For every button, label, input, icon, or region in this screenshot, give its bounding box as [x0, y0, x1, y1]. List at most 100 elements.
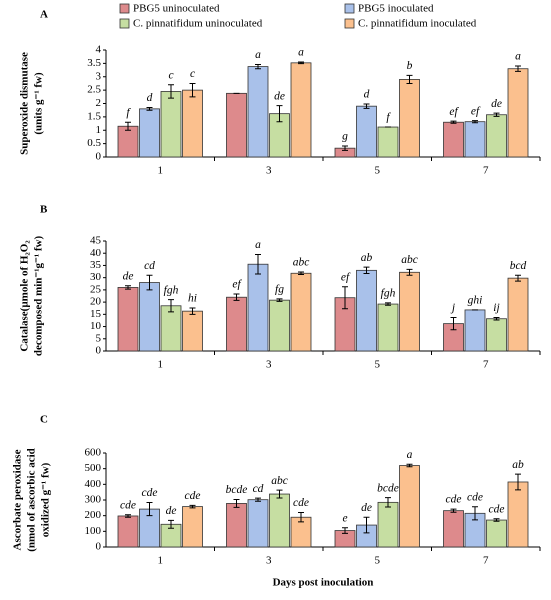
y-axis-title: (units g⁻¹ fw) — [33, 72, 45, 135]
y-tick-label: 600 — [85, 447, 102, 459]
y-tick-label: 200 — [85, 509, 102, 521]
bar — [290, 62, 312, 158]
significance-letter: f — [126, 107, 131, 119]
y-tick-label: 35 — [90, 259, 102, 271]
x-tick-label: 7 — [483, 359, 489, 371]
significance-letter: d — [364, 89, 370, 101]
error-bar — [493, 518, 500, 522]
bar — [247, 66, 269, 158]
bar — [464, 309, 486, 352]
bar — [399, 465, 420, 548]
error-bar — [363, 266, 370, 275]
significance-letter: b — [407, 60, 413, 72]
y-tick-label: 100 — [85, 525, 102, 537]
significance-letter: e — [342, 512, 347, 524]
error-bar — [146, 274, 153, 291]
error-bar — [298, 61, 304, 65]
legend-swatch — [344, 3, 355, 14]
significance-letter: cde — [446, 494, 462, 506]
significance-letter: fgh — [381, 287, 396, 299]
significance-letter: f — [386, 112, 391, 124]
y-axis-title: Superoxide dismutase — [19, 52, 31, 155]
significance-letter: ab — [512, 459, 524, 471]
significance-letter: cde — [489, 503, 505, 515]
significance-letter: ab — [361, 252, 373, 264]
error-bar — [189, 307, 196, 315]
significance-letter: ghi — [468, 295, 483, 307]
y-tick-label: 4 — [96, 44, 102, 56]
error-bar — [493, 317, 500, 321]
bar — [117, 515, 139, 548]
bar — [356, 105, 377, 158]
y-tick-label: 0.5 — [87, 137, 101, 149]
x-tick-label: 5 — [375, 555, 381, 567]
significance-letter: bcd — [510, 260, 527, 272]
significance-letter: bcde — [377, 482, 399, 494]
x-tick-label: 3 — [266, 165, 272, 177]
y-tick-label: 0 — [96, 345, 102, 357]
significance-letter: c — [190, 68, 195, 80]
error-bar — [342, 527, 348, 534]
error-bar — [168, 299, 174, 313]
significance-letter: ef — [232, 279, 242, 291]
y-tick-label: 3.5 — [87, 57, 101, 69]
significance-letter: ef — [341, 271, 351, 283]
significance-letter: g — [342, 131, 348, 143]
significance-letter: cd — [144, 260, 155, 272]
error-bar — [472, 120, 478, 124]
y-tick-label: 45 — [90, 235, 102, 247]
y-axis-title: decomposed min⁻¹g⁻¹ fw) — [33, 236, 45, 357]
bar — [507, 277, 529, 352]
error-bar — [515, 274, 521, 282]
significance-letter: a — [255, 49, 261, 61]
error-bar — [189, 82, 196, 98]
bar — [377, 501, 399, 548]
bar — [443, 121, 464, 158]
error-bar — [233, 499, 240, 508]
error-bar — [515, 65, 521, 72]
significance-letter: a — [407, 449, 413, 461]
bar — [182, 310, 203, 352]
x-tick-label: 1 — [158, 555, 164, 567]
error-bar — [342, 145, 348, 151]
significance-letter: cde — [293, 497, 309, 509]
significance-letter: fgh — [164, 284, 179, 296]
significance-letter: abc — [271, 475, 288, 487]
significance-letter: ef — [449, 106, 459, 118]
bar — [356, 269, 377, 352]
bar — [486, 114, 507, 158]
y-tick-label: 400 — [85, 478, 102, 490]
y-tick-label: 0 — [96, 151, 102, 163]
significance-letter: de — [361, 502, 372, 514]
bar — [399, 271, 420, 352]
x-tick-label: 3 — [266, 555, 272, 567]
bar — [486, 318, 507, 352]
significance-letter: ef — [471, 105, 481, 117]
error-bar — [450, 120, 457, 124]
significance-letter: d — [147, 92, 153, 104]
legend-label: C. pinnatifidum uninoculated — [133, 18, 263, 30]
y-tick-label: 2 — [96, 97, 102, 109]
x-tick-label: 3 — [266, 359, 272, 371]
bar — [182, 89, 203, 158]
error-bar — [125, 121, 131, 131]
bar — [247, 263, 269, 352]
y-tick-label: 500 — [85, 462, 102, 474]
error-bar — [276, 105, 283, 123]
bar — [507, 68, 529, 158]
significance-letter: abc — [293, 257, 310, 269]
x-tick-label: 5 — [375, 165, 381, 177]
bar — [117, 287, 139, 352]
bar — [290, 272, 312, 352]
error-bar — [363, 516, 370, 534]
legend-label: PBG5 uninoculated — [133, 3, 220, 15]
error-bar — [406, 268, 413, 276]
significance-letter: cde — [467, 491, 483, 503]
error-bar — [125, 285, 131, 290]
significance-letter: bcde — [226, 484, 248, 496]
y-tick-label: 300 — [85, 494, 102, 506]
y-tick-label: 25 — [90, 283, 102, 295]
significance-letter: fg — [275, 284, 284, 296]
significance-letter: j — [450, 302, 455, 314]
